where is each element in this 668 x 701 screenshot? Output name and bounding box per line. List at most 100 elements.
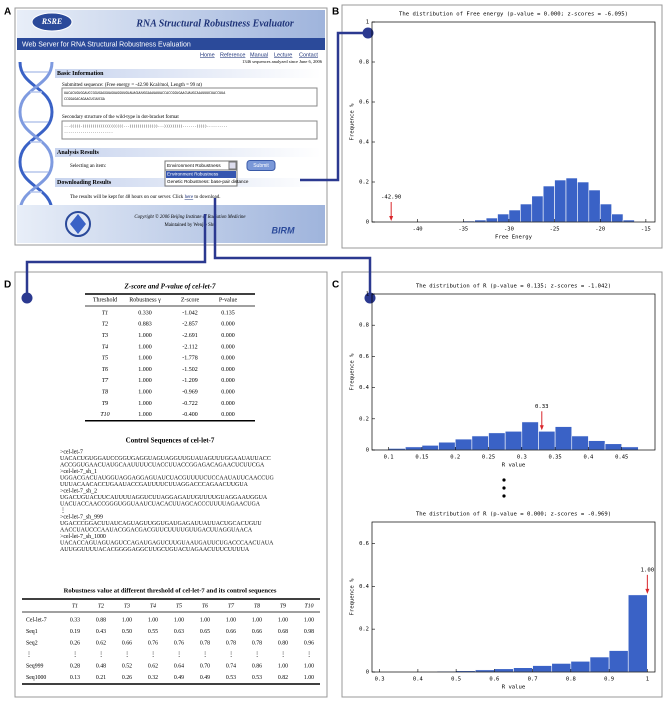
bar: [494, 668, 514, 673]
x-tick-label: 0.1: [384, 455, 394, 461]
download-link[interactable]: here: [185, 195, 194, 200]
x-tick-label: 0.8: [566, 677, 576, 683]
bar: [438, 441, 456, 451]
table-cell: 1.000: [138, 389, 152, 395]
y-tick-label: 0.2: [359, 416, 369, 422]
nav-link[interactable]: Manual: [250, 52, 268, 58]
logo: RSRE: [41, 17, 62, 26]
nav-link[interactable]: Reference: [220, 52, 245, 58]
bar: [588, 440, 606, 451]
bar: [497, 213, 510, 223]
sequence-box[interactable]: [61, 87, 318, 107]
nav-link[interactable]: Home: [200, 52, 215, 58]
nav-link[interactable]: Lecture: [274, 52, 292, 58]
table-cell: Cel-let-7: [26, 617, 47, 623]
table-cell: 0.62: [96, 640, 106, 646]
nav-link[interactable]: Contact: [299, 52, 318, 58]
bar: [621, 446, 639, 451]
x-tick-label: 0.4: [583, 455, 594, 461]
y-axis-label: Frequence %: [350, 103, 356, 141]
table-cell: 0.86: [252, 663, 262, 669]
bar: [554, 179, 567, 223]
table-cell: 0.68: [278, 629, 288, 635]
table-cell: 1.000: [138, 378, 152, 384]
sequence-line: UGGACGACUAUGGUAGGAGGAGUAUCUACGUUUUCUCCAA…: [60, 475, 274, 481]
x-tick-label: 0.15: [415, 455, 428, 461]
y-tick-label: 1: [366, 292, 369, 298]
y-axis-label: Frequence %: [350, 353, 356, 391]
x-tick-label: -25: [550, 227, 560, 233]
y-tick-label: 0.4: [359, 584, 370, 590]
structure-line: ...(((((.((((((((((((((((((((...))))))))…: [64, 124, 227, 128]
table-header: Robustness γ: [129, 297, 161, 303]
panel-frame: [14, 271, 328, 698]
table-cell: 1.000: [138, 356, 152, 362]
table-cell: 0.48: [96, 663, 106, 669]
web-server-panel: RSRE RNA Structural Robustness Evaluator…: [14, 7, 328, 246]
sequence-line: >cel-let-7_sh_1000: [60, 534, 106, 540]
submit-label: Submit: [253, 163, 269, 169]
download-text: The results will be kept for 48 hours on…: [70, 195, 184, 200]
dna-helix: [18, 61, 54, 213]
sequence-line: >cel-let-7: [60, 449, 83, 455]
bar: [454, 438, 473, 451]
table-cell: 0.62: [148, 663, 158, 669]
table-cell: 1.000: [138, 367, 152, 373]
dropdown-option[interactable]: Environment Robustness: [167, 172, 219, 177]
y-tick-label: 0.8: [359, 323, 369, 329]
panel-frame: [341, 271, 663, 698]
bar: [565, 177, 578, 223]
x-tick-label: 1: [646, 677, 649, 683]
bar: [404, 446, 423, 451]
table-cell: 0.80: [278, 640, 288, 646]
bar: [520, 203, 533, 223]
table-cell: 0.53: [252, 675, 262, 681]
field-label: Selecting an item:: [70, 164, 106, 169]
sequence-line: UACACUGUGGAUCCGGUGAGGUAGUAGGUUGUAUAGUUUG…: [64, 91, 225, 95]
table-cell: ⋮: [26, 652, 32, 658]
dropdown-option[interactable]: Genetic Robustness: base-pair distance: [167, 179, 249, 184]
table-cell: 0.66: [122, 640, 132, 646]
sequence-line: UACACCAGUAGUAGUCCAGAUGAGUCUUGUAAUGAUUCUG…: [60, 540, 274, 546]
bar: [471, 435, 489, 451]
site-title: RNA Structural Robustness Evaluator: [135, 18, 294, 29]
table-cell: 1.000: [138, 401, 152, 407]
structure-box[interactable]: [61, 120, 318, 140]
sequence-line: ACCGGUGAACUAUGCAAUUUUCUACCUUACCGGAGACAGA…: [60, 462, 265, 468]
sequence-line: UUUACAACACCUGAAUACCGAUUUUCUUAGGACCCAGAAC…: [60, 482, 249, 488]
x-tick-label: 0.4: [413, 677, 424, 683]
structure-line: ........................: [64, 130, 113, 134]
table-cell: 0.000: [221, 322, 235, 328]
table-cell: T3: [102, 333, 108, 339]
table-cell: -0.722: [182, 401, 198, 407]
table-header: P-value: [219, 297, 238, 303]
table-cell: 0.96: [304, 640, 314, 646]
table-cell: 0.33: [70, 617, 80, 623]
footer-logo: BIRM: [272, 225, 295, 235]
table-header: Z-score: [181, 297, 200, 303]
x-tick-label: -20: [595, 227, 605, 233]
table-cell: Seq2: [26, 640, 38, 646]
submit-button[interactable]: [246, 160, 276, 171]
sequence-line: UACUACCAACCGGGUGGUAAUCUACACUUAGCACCCUUUU…: [60, 501, 261, 507]
table-cell: 1.00: [200, 617, 210, 623]
plot-frame: [371, 293, 656, 451]
table-cell: 0.50: [122, 629, 132, 635]
sequence-line: CCGGAGACAGAACUCUUCGA: [64, 97, 105, 101]
bar: [599, 203, 612, 223]
panel-label: C: [332, 280, 339, 291]
section-heading: Analysis Results: [57, 150, 100, 156]
section-heading: Downloading Results: [57, 180, 112, 186]
select-value: Environment Robustness: [167, 163, 221, 169]
select-arrow[interactable]: [228, 161, 237, 170]
x-tick-label: 0.6: [489, 677, 499, 683]
y-tick-label: 0.6: [359, 100, 369, 106]
table-header: T9: [280, 603, 286, 609]
table-cell: -1.778: [182, 356, 198, 362]
x-tick-label: 0.35: [548, 455, 561, 461]
table-cell: 1.00: [278, 663, 288, 669]
section-bar: [55, 148, 321, 157]
y-tick-label: 0.6: [359, 541, 369, 547]
table-cell: ⋮: [124, 652, 130, 658]
table-cell: 0.76: [174, 640, 184, 646]
